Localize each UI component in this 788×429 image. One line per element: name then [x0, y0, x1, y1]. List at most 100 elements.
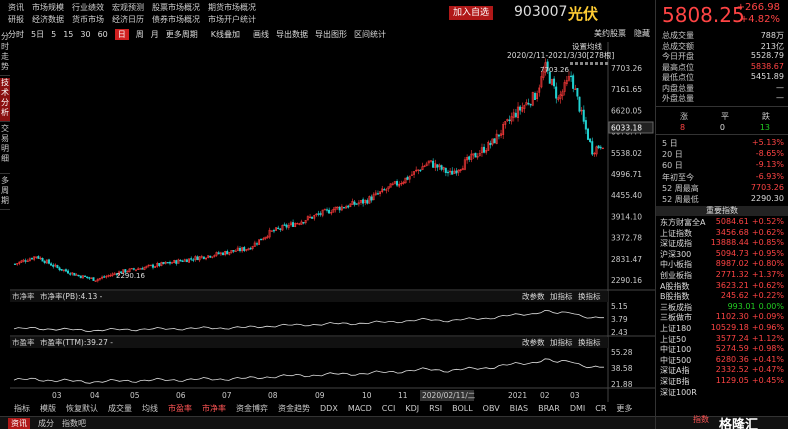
left-tab[interactable]: 交易明细 [0, 124, 10, 174]
indicator-tab[interactable]: CR [595, 403, 607, 413]
index-row[interactable]: 上证50 3577.24 +1.12% [660, 334, 784, 345]
y-tick-label: 3372.78 [611, 234, 642, 243]
left-tab[interactable]: 技术分析 [0, 78, 10, 122]
indicator-tab[interactable]: 资金趋势 [278, 403, 310, 413]
breadth-value: 0 [719, 123, 725, 132]
top-menu-item[interactable]: 经济数据 [32, 15, 64, 24]
period-item[interactable]: 周 [135, 29, 144, 39]
indicator-tab[interactable]: MACD [347, 403, 372, 413]
top-menu-item[interactable]: 研报 [8, 15, 24, 24]
top-menu-item[interactable]: 股票市场概况 [152, 3, 200, 12]
pb_panel-button[interactable]: 换指标 [578, 291, 601, 301]
top-menu-item[interactable]: 市场规模 [32, 3, 64, 12]
indicator-tab[interactable]: KDJ [405, 403, 420, 413]
top-menu-item[interactable]: 债券市场概况 [152, 15, 200, 24]
index-row[interactable]: 上证指数 3456.68 +0.62% [660, 228, 784, 239]
index-row[interactable]: 东方财富全A 5084.61 +0.52% [660, 217, 784, 228]
kline-chart[interactable]: 2020/2/11-2021/3/30[278根]设置均线 7703.26 7161… [10, 42, 655, 402]
index-row[interactable]: 中证500 6280.36 +0.41% [660, 355, 784, 366]
top-menu-item[interactable]: 经济日历 [112, 15, 144, 24]
index-row[interactable]: 深证100R [660, 387, 784, 398]
pe_panel-button[interactable]: 换指标 [578, 337, 601, 347]
index-row[interactable]: 中小板指 8987.02 +0.80% [660, 259, 784, 270]
index-row[interactable]: 上证180 10529.18 +0.96% [660, 323, 784, 334]
indicator-tab[interactable]: 资金博弈 [236, 403, 268, 413]
period-item[interactable]: 更多周期 [165, 29, 198, 39]
indicator-tab[interactable]: DMI [569, 403, 586, 413]
top-menu-item[interactable]: 宏观预测 [112, 3, 144, 12]
index-row[interactable]: A股指数 3623.21 +0.62% [660, 281, 784, 292]
top-menu-item[interactable]: 资讯 [8, 3, 24, 12]
left-tab[interactable]: 分时走势 [0, 32, 10, 76]
indicator-tab[interactable]: RSI [429, 403, 443, 413]
status-tab[interactable]: 指数吧 [62, 418, 86, 428]
index-row[interactable]: 深证A指 2332.52 +0.47% [660, 365, 784, 376]
pb_panel-button[interactable]: 加指标 [550, 291, 573, 301]
ma-settings[interactable]: 设置均线 [572, 42, 602, 51]
indicator-tab[interactable]: 模版 [40, 403, 56, 413]
period-item[interactable]: 日 [114, 28, 129, 40]
indicator-tab[interactable]: BOLL [452, 403, 473, 413]
breadth-label: 涨 [680, 112, 688, 121]
indicator-tab[interactable]: BIAS [509, 403, 529, 413]
index-row[interactable]: 中证100 5274.59 +0.98% [660, 344, 784, 355]
ma-toggle-dot[interactable] [590, 62, 593, 65]
pe_panel-button[interactable]: 改参数 [522, 337, 545, 347]
period-item[interactable]: 画线 [253, 29, 269, 39]
status-tab[interactable]: 成分 [38, 418, 54, 428]
period-item[interactable]: K线叠加 [210, 29, 240, 39]
indicator-tab[interactable]: 均线 [142, 403, 158, 413]
add-to-watchlist-button[interactable]: 加入自选 [449, 6, 494, 20]
indicator-tab[interactable]: DDX [320, 403, 338, 413]
period-item[interactable]: 60 [97, 29, 108, 39]
status-tab[interactable]: 资讯 [8, 417, 30, 429]
candle-body [306, 216, 309, 220]
ma-toggle-dot[interactable] [605, 62, 608, 65]
status-right-item[interactable]: 指数 [692, 414, 709, 424]
index-row[interactable]: 三板成指 993.01 0.00% [660, 302, 784, 313]
period-item[interactable]: 15 [63, 29, 74, 39]
period-item[interactable]: 月 [150, 29, 159, 39]
period-item[interactable]: 分时 [8, 29, 24, 39]
period-item[interactable]: 导出数据 [276, 29, 308, 39]
indicator-tab[interactable]: 市盈率 [168, 403, 192, 413]
candle-body [166, 262, 169, 264]
left-tab[interactable]: 多周期 [0, 176, 10, 210]
index-row[interactable]: 沪深300 5094.73 +0.95% [660, 249, 784, 260]
indicator-tab[interactable]: OBV [482, 403, 500, 413]
indicator-tab[interactable]: 市净率 [202, 403, 226, 413]
indicator-tab[interactable]: CCI [381, 403, 396, 413]
index-row[interactable]: 创业板指 2771.32 +1.37% [660, 270, 784, 281]
top-menu-item[interactable]: 货币市场 [72, 15, 104, 24]
index-row[interactable]: 三板做市 1102.30 +0.09% [660, 312, 784, 323]
ma-toggle-dot[interactable] [585, 62, 588, 65]
period-item[interactable]: 区间统计 [354, 29, 386, 39]
status-right-item[interactable]: 格隆汇 [718, 417, 758, 429]
ma-toggle-dot[interactable] [600, 62, 603, 65]
indicator-tab[interactable]: 成交量 [108, 403, 132, 413]
x-tick-label: 07 [222, 391, 232, 400]
pb_panel-button[interactable]: 改参数 [522, 291, 545, 301]
period-item[interactable]: 30 [80, 29, 91, 39]
period-item[interactable]: 5 [51, 29, 57, 39]
period-item[interactable]: 导出图形 [315, 29, 347, 39]
pe_panel-button[interactable]: 加指标 [550, 337, 573, 347]
period-item[interactable]: 5日 [31, 29, 45, 39]
index-row[interactable]: 深证成指 13888.44 +0.85% [660, 238, 784, 249]
indicator-tab[interactable]: 恢复默认 [66, 403, 98, 413]
ma-toggle-dot[interactable] [575, 62, 578, 65]
ma-toggle-dot[interactable] [595, 62, 598, 65]
toolbar-right-item[interactable]: 隐藏 [634, 29, 650, 38]
top-menu-item[interactable]: 市场开户统计 [208, 15, 256, 24]
indicator-tab[interactable]: 指标 [14, 403, 30, 413]
top-menu-item[interactable]: 行业绩效 [72, 3, 104, 12]
toolbar-right-item[interactable]: 美约股票 [594, 29, 626, 38]
index-row[interactable]: B股指数 245.62 +0.22% [660, 291, 784, 302]
index-row[interactable]: 深证B指 1129.05 +0.45% [660, 376, 784, 387]
indicator-tab[interactable]: 更多 [616, 403, 633, 413]
top-menu-item[interactable]: 期货市场概况 [208, 3, 256, 12]
ma-toggle-dot[interactable] [580, 62, 583, 65]
ma-toggle-dot[interactable] [570, 62, 573, 65]
indicator-tab[interactable]: BRAR [538, 403, 560, 413]
quote-label: 总成交量 [662, 31, 694, 40]
